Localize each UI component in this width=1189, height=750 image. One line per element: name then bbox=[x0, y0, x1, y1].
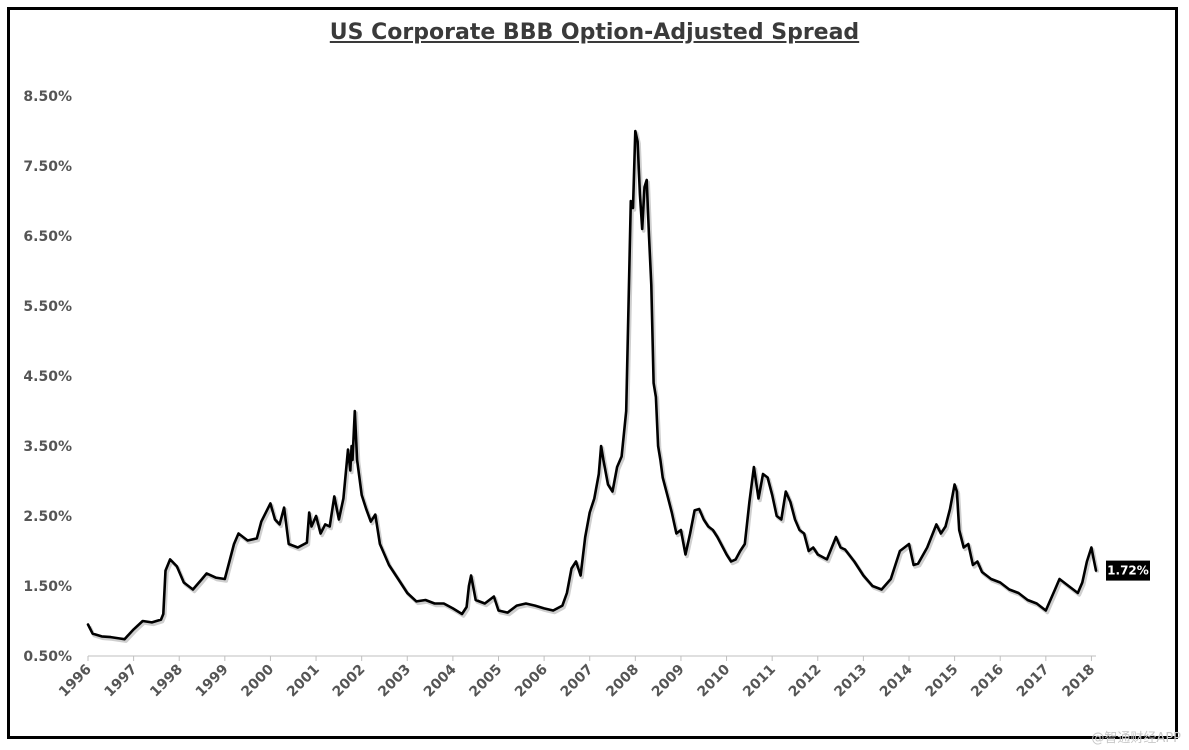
chart-title: US Corporate BBB Option-Adjusted Spread bbox=[329, 20, 860, 45]
y-tick-label: 2.50% bbox=[23, 509, 72, 525]
x-tick-label: 2014 bbox=[877, 661, 916, 700]
end-label-box bbox=[1106, 560, 1150, 581]
y-tick-label: 0.50% bbox=[23, 649, 72, 665]
y-tick-label: 5.50% bbox=[23, 299, 72, 315]
x-tick-label: 1998 bbox=[147, 662, 186, 701]
x-tick-label: 2012 bbox=[786, 662, 825, 701]
x-tick-label: 2011 bbox=[740, 662, 779, 701]
x-tick-label: 1996 bbox=[56, 662, 95, 701]
end-value-tag: 1.72% bbox=[1106, 560, 1150, 581]
x-tick-label: 2002 bbox=[330, 662, 369, 701]
x-tick-label: 2000 bbox=[238, 661, 277, 700]
x-tick-label: 2005 bbox=[466, 662, 505, 701]
x-tick-label: 2004 bbox=[421, 661, 460, 700]
x-tick-label: 2007 bbox=[558, 662, 597, 701]
y-tick-label: 4.50% bbox=[23, 369, 72, 385]
series-layer bbox=[86, 129, 1100, 643]
chart-frame bbox=[7, 7, 1178, 739]
x-axis: 1996 1997 1998 1999 2000 2001 2002 2003 2004 2005… bbox=[56, 655, 1098, 701]
y-tick-label: 8.50% bbox=[23, 89, 72, 105]
x-tick-label: 1997 bbox=[102, 662, 141, 701]
y-tick-label: 7.50% bbox=[23, 159, 72, 175]
y-tick-label: 3.50% bbox=[23, 439, 72, 455]
y-axis-ticks: 8.50% 7.50% 6.50% 5.50% 4.50% 3.50% 2.50% 1.50%… bbox=[23, 89, 72, 665]
x-tick-label: 2010 bbox=[695, 661, 734, 700]
x-tick-label: 2008 bbox=[603, 662, 642, 701]
y-tick-label: 1.50% bbox=[23, 579, 72, 595]
x-tick-label: 2017 bbox=[1014, 662, 1053, 701]
x-tick-label: 2003 bbox=[375, 662, 414, 701]
x-tick-label: 2001 bbox=[284, 662, 323, 701]
x-tick-label: 2006 bbox=[512, 662, 551, 701]
series-line bbox=[86, 129, 1098, 641]
x-tick-label: 1999 bbox=[193, 662, 232, 701]
watermark: @智通财经APP bbox=[1091, 731, 1181, 746]
x-tick-label: 2009 bbox=[649, 662, 688, 701]
x-tick-label: 2016 bbox=[968, 662, 1007, 701]
x-tick-label: 2015 bbox=[923, 662, 962, 701]
y-tick-label: 6.50% bbox=[23, 229, 72, 245]
end-value-label: 1.72% bbox=[1107, 564, 1149, 578]
series-shadow bbox=[87, 131, 1100, 643]
x-tick-label: 2018 bbox=[1059, 662, 1098, 701]
x-tick-label: 2013 bbox=[831, 662, 870, 701]
